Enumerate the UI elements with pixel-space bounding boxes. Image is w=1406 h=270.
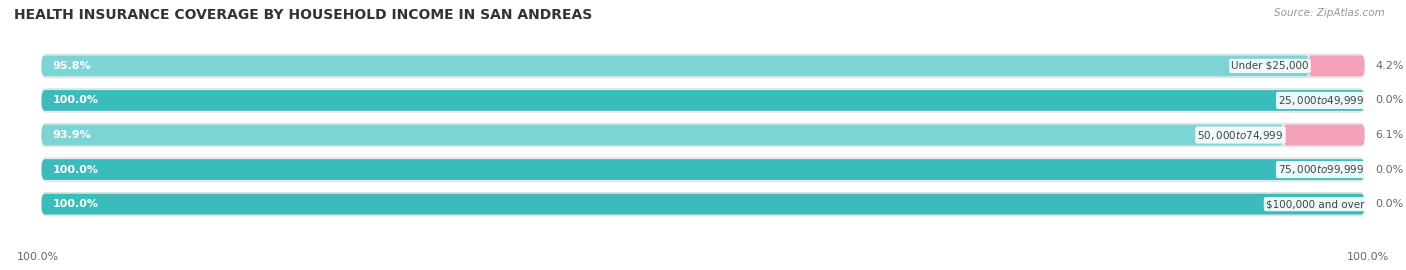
Text: 0.0%: 0.0% (1375, 199, 1403, 209)
FancyBboxPatch shape (1309, 56, 1364, 76)
FancyBboxPatch shape (42, 56, 1309, 76)
Text: 100.0%: 100.0% (1347, 252, 1389, 262)
Text: 93.9%: 93.9% (52, 130, 91, 140)
Text: $100,000 and over: $100,000 and over (1265, 199, 1364, 209)
Text: 0.0%: 0.0% (1375, 95, 1403, 106)
FancyBboxPatch shape (42, 89, 1364, 112)
FancyBboxPatch shape (42, 123, 1364, 147)
Text: 100.0%: 100.0% (17, 252, 59, 262)
Text: Source: ZipAtlas.com: Source: ZipAtlas.com (1274, 8, 1385, 18)
Text: 100.0%: 100.0% (52, 95, 98, 106)
Text: 4.2%: 4.2% (1375, 61, 1405, 71)
Text: Under $25,000: Under $25,000 (1232, 61, 1309, 71)
Text: $75,000 to $99,999: $75,000 to $99,999 (1278, 163, 1364, 176)
Text: $25,000 to $49,999: $25,000 to $49,999 (1278, 94, 1364, 107)
Text: $50,000 to $74,999: $50,000 to $74,999 (1198, 129, 1284, 141)
FancyBboxPatch shape (42, 54, 1364, 78)
FancyBboxPatch shape (42, 158, 1364, 181)
Text: 0.0%: 0.0% (1375, 164, 1403, 175)
FancyBboxPatch shape (42, 125, 1284, 145)
FancyBboxPatch shape (42, 192, 1364, 216)
Text: 100.0%: 100.0% (52, 199, 98, 209)
Text: 6.1%: 6.1% (1375, 130, 1403, 140)
FancyBboxPatch shape (1284, 125, 1364, 145)
FancyBboxPatch shape (42, 159, 1364, 180)
Text: HEALTH INSURANCE COVERAGE BY HOUSEHOLD INCOME IN SAN ANDREAS: HEALTH INSURANCE COVERAGE BY HOUSEHOLD I… (14, 8, 592, 22)
Text: 95.8%: 95.8% (52, 61, 91, 71)
FancyBboxPatch shape (42, 90, 1364, 111)
FancyBboxPatch shape (42, 194, 1364, 214)
Text: 100.0%: 100.0% (52, 164, 98, 175)
